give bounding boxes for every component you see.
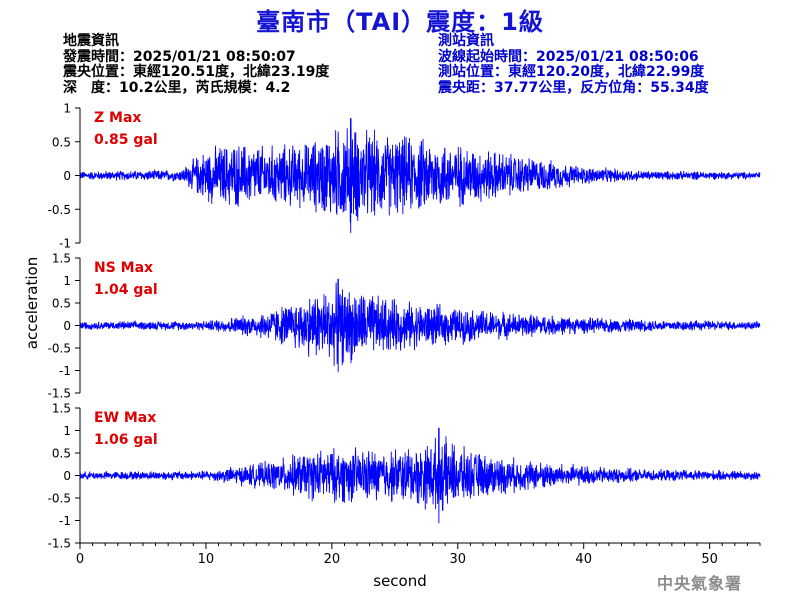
- max-value-ns: 1.04 gal: [94, 282, 158, 298]
- station-info-heading: 測站資訊: [438, 33, 494, 49]
- y-tick-label: -1: [59, 364, 71, 378]
- x-tick-label: 10: [198, 552, 215, 567]
- y-tick-label: 1: [63, 424, 71, 438]
- station-location: 測站位置：東經120.20度，北緯22.99度: [438, 64, 705, 80]
- y-tick-label: -0.5: [48, 203, 71, 217]
- y-tick-label: 1: [63, 274, 71, 288]
- waveform-trace-z: [79, 118, 761, 233]
- y-tick-label: -1: [59, 514, 71, 528]
- y-tick-label: 0.5: [52, 297, 71, 311]
- wave-start-time: 波線起始時間：2025/01/21 08:50:06: [438, 48, 699, 65]
- y-tick-label: 0.5: [52, 447, 71, 461]
- x-tick-label: 50: [701, 552, 718, 567]
- watermark-logo-text: 中央氣象署: [657, 574, 743, 593]
- epicenter-location: 震央位置：東經120.51度，北緯23.19度: [63, 64, 330, 80]
- max-label-ew: EW Max: [94, 410, 156, 426]
- max-label-ns: NS Max: [94, 260, 153, 276]
- waveform-trace-ew: [79, 427, 761, 524]
- station-info-block: 測站資訊 波線起始時間：2025/01/21 08:50:06 測站位置：東經1…: [438, 33, 709, 96]
- max-value-ew: 1.06 gal: [94, 432, 158, 448]
- page-title: 臺南市（TAI）震度：1級: [256, 8, 544, 36]
- y-tick-label: 1.5: [52, 402, 71, 416]
- x-tick-label: 40: [575, 552, 592, 567]
- max-value-z: 0.85 gal: [94, 132, 158, 148]
- max-label-z: Z Max: [94, 110, 141, 126]
- y-tick-label: 1: [63, 102, 71, 116]
- x-tick-label: 20: [324, 552, 341, 567]
- y-tick-label: -1: [59, 237, 71, 251]
- depth-magnitude: 深 度：10.2公里，芮氏規模：4.2: [63, 79, 291, 96]
- quake-info-heading: 地震資訊: [63, 33, 119, 49]
- y-tick-label: 0: [63, 469, 71, 483]
- y-tick-label: -1.5: [48, 387, 71, 401]
- x-tick-label: 0: [76, 552, 84, 567]
- x-tick-label: 30: [450, 552, 467, 567]
- y-tick-label: -1.5: [48, 537, 71, 551]
- origin-time: 發震時間：2025/01/21 08:50:07: [63, 48, 296, 65]
- y-tick-label: 0: [63, 319, 71, 333]
- y-tick-label: -0.5: [48, 342, 71, 356]
- y-tick-label: 0.5: [52, 135, 71, 149]
- y-tick-label: -0.5: [48, 492, 71, 506]
- waveform-trace-ns: [79, 278, 761, 373]
- x-axis-title: second: [373, 572, 427, 590]
- quake-info-block: 地震資訊 發震時間：2025/01/21 08:50:07 震央位置：東經120…: [63, 33, 330, 96]
- y-axis-title: acceleration: [23, 257, 41, 349]
- distance-azimuth: 震央距：37.77公里，反方位角：55.34度: [438, 79, 709, 96]
- y-tick-label: 1.5: [52, 252, 71, 266]
- y-tick-label: 0: [63, 169, 71, 183]
